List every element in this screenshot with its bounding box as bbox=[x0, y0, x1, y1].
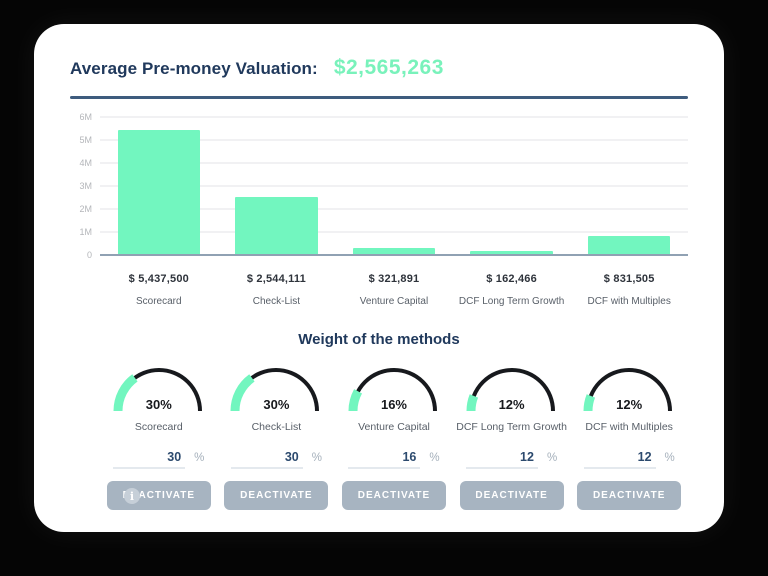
weights-section-heading: Weight of the methods bbox=[298, 331, 460, 348]
method-column: $ 162,466 DCF Long Term Growth bbox=[453, 273, 571, 307]
deactivate-button-venture-capital[interactable]: DEACTIVATE bbox=[341, 481, 446, 510]
percent-sign: % bbox=[429, 452, 440, 464]
deactivate-button-dcf-with-multiples[interactable]: DEACTIVATE bbox=[577, 481, 682, 510]
y-tick: 1M bbox=[79, 226, 92, 237]
method-name: DCF Long Term Growth bbox=[458, 296, 565, 307]
bar-dcf-long-term-growth bbox=[470, 251, 553, 255]
weight-input-scorecard[interactable] bbox=[113, 448, 186, 469]
gauge-percent: 12% bbox=[616, 397, 643, 412]
method-name: Venture Capital bbox=[358, 421, 430, 433]
gauge-check-list: 30% bbox=[228, 362, 324, 414]
gridline bbox=[100, 208, 688, 210]
method-name: DCF with Multiples bbox=[587, 296, 671, 307]
gauge-scorecard: 30% bbox=[111, 362, 207, 414]
gridline bbox=[100, 185, 688, 187]
method-name: Scorecard bbox=[134, 421, 183, 433]
chart-baseline bbox=[100, 254, 688, 256]
valuation-amount: $ 321,891 bbox=[368, 273, 420, 285]
gauge-percent: 12% bbox=[498, 397, 525, 412]
percent-sign: % bbox=[194, 452, 205, 464]
valuation-card: Average Pre-money Valuation: $2,565,263 … bbox=[34, 24, 724, 532]
gauge-column: 16% Venture Capital bbox=[335, 362, 453, 433]
gauge-column: 12% DCF with Multiples bbox=[570, 362, 688, 433]
method-name: Scorecard bbox=[136, 296, 182, 307]
percent-sign: % bbox=[664, 452, 675, 464]
valuation-amount: $ 5,437,500 bbox=[128, 273, 189, 285]
gridline bbox=[100, 162, 688, 164]
percent-sign: % bbox=[546, 452, 558, 464]
weight-input-check-list[interactable] bbox=[230, 448, 303, 469]
gauge-dcf-with-multiples: 12% bbox=[581, 362, 677, 414]
method-name: Check-List bbox=[251, 421, 302, 433]
y-tick: 3M bbox=[79, 181, 92, 191]
percent-sign: % bbox=[311, 452, 322, 464]
valuation-amount: $ 162,466 bbox=[486, 273, 537, 285]
gridline bbox=[100, 116, 688, 118]
method-name: Check-List bbox=[252, 296, 301, 307]
weight-inputs-row: % % % % % bbox=[100, 448, 688, 469]
y-tick: 0 bbox=[86, 250, 92, 260]
chart-y-axis: 6M 5M 4M 3M 2M 1M 0 bbox=[70, 112, 100, 260]
gauge-percent: 30% bbox=[145, 397, 172, 412]
gauge-venture-capital: 16% bbox=[346, 362, 442, 414]
method-name: DCF Long Term Growth bbox=[456, 421, 567, 433]
gauge-column: 30% Scorecard bbox=[100, 362, 218, 433]
gauge-column: 30% Check-List bbox=[218, 362, 336, 433]
gauge-track bbox=[586, 368, 673, 412]
gauge-percent: 30% bbox=[263, 397, 290, 412]
chart-plot-area bbox=[100, 116, 688, 256]
gauge-fill bbox=[230, 365, 322, 412]
valuation-bar-chart: 6M 5M 4M 3M 2M 1M 0 bbox=[70, 112, 688, 260]
bar-venture-capital bbox=[352, 247, 436, 255]
y-tick: 6M bbox=[79, 112, 92, 122]
bars bbox=[100, 117, 688, 255]
bar-check-list bbox=[235, 196, 318, 255]
method-column: $ 5,437,500 Scorecard bbox=[100, 273, 218, 307]
gauge-track bbox=[468, 368, 555, 412]
y-tick: 4M bbox=[79, 157, 92, 168]
gridline bbox=[100, 231, 688, 233]
method-name: DCF with Multiples bbox=[585, 421, 673, 433]
weight-input-dcf-long-term-growth[interactable] bbox=[465, 448, 538, 469]
header: Average Pre-money Valuation: $2,565,263 bbox=[70, 56, 688, 80]
page-title: Average Pre-money Valuation: bbox=[70, 59, 318, 78]
valuation-labels-row: $ 5,437,500 Scorecard $ 2,544,111 Check-… bbox=[100, 273, 688, 307]
gauge-dcf-long-term-growth: 12% bbox=[464, 362, 560, 414]
method-column: $ 831,505 DCF with Multiples bbox=[570, 273, 688, 307]
average-valuation-value: $2,565,263 bbox=[333, 56, 444, 79]
deactivate-button-scorecard[interactable]: DEACTIVATE bbox=[106, 481, 211, 510]
gauge-percent: 16% bbox=[380, 397, 407, 412]
y-tick: 2M bbox=[79, 204, 92, 214]
method-column: $ 2,544,111 Check-List bbox=[218, 273, 336, 307]
info-icon[interactable]: i bbox=[124, 488, 140, 504]
weight-input-dcf-with-multiples[interactable] bbox=[583, 448, 656, 469]
bar-scorecard bbox=[117, 129, 200, 255]
gauge-fill bbox=[113, 365, 205, 412]
method-column: $ 321,891 Venture Capital bbox=[335, 273, 453, 307]
weight-input-venture-capital[interactable] bbox=[348, 448, 421, 469]
gridline bbox=[100, 139, 688, 141]
deactivate-button-dcf-long-term-growth[interactable]: DEACTIVATE bbox=[459, 481, 564, 510]
valuation-amount: $ 2,544,111 bbox=[246, 273, 306, 285]
gauge-column: 12% DCF Long Term Growth bbox=[453, 362, 571, 433]
weight-gauges-row: 30% Scorecard 30% Check-List 16% bbox=[100, 362, 688, 433]
gauge-fill bbox=[348, 365, 440, 412]
y-tick: 5M bbox=[79, 135, 92, 145]
valuation-amount: $ 831,505 bbox=[603, 273, 655, 285]
bar-dcf-with-multiples bbox=[588, 235, 671, 255]
deactivate-button-check-list[interactable]: DEACTIVATE bbox=[224, 481, 329, 510]
method-name: Venture Capital bbox=[359, 296, 429, 307]
header-divider bbox=[70, 96, 688, 99]
deactivate-buttons-row: i DEACTIVATE DEACTIVATE DEACTIVATE DEACT… bbox=[100, 481, 688, 510]
